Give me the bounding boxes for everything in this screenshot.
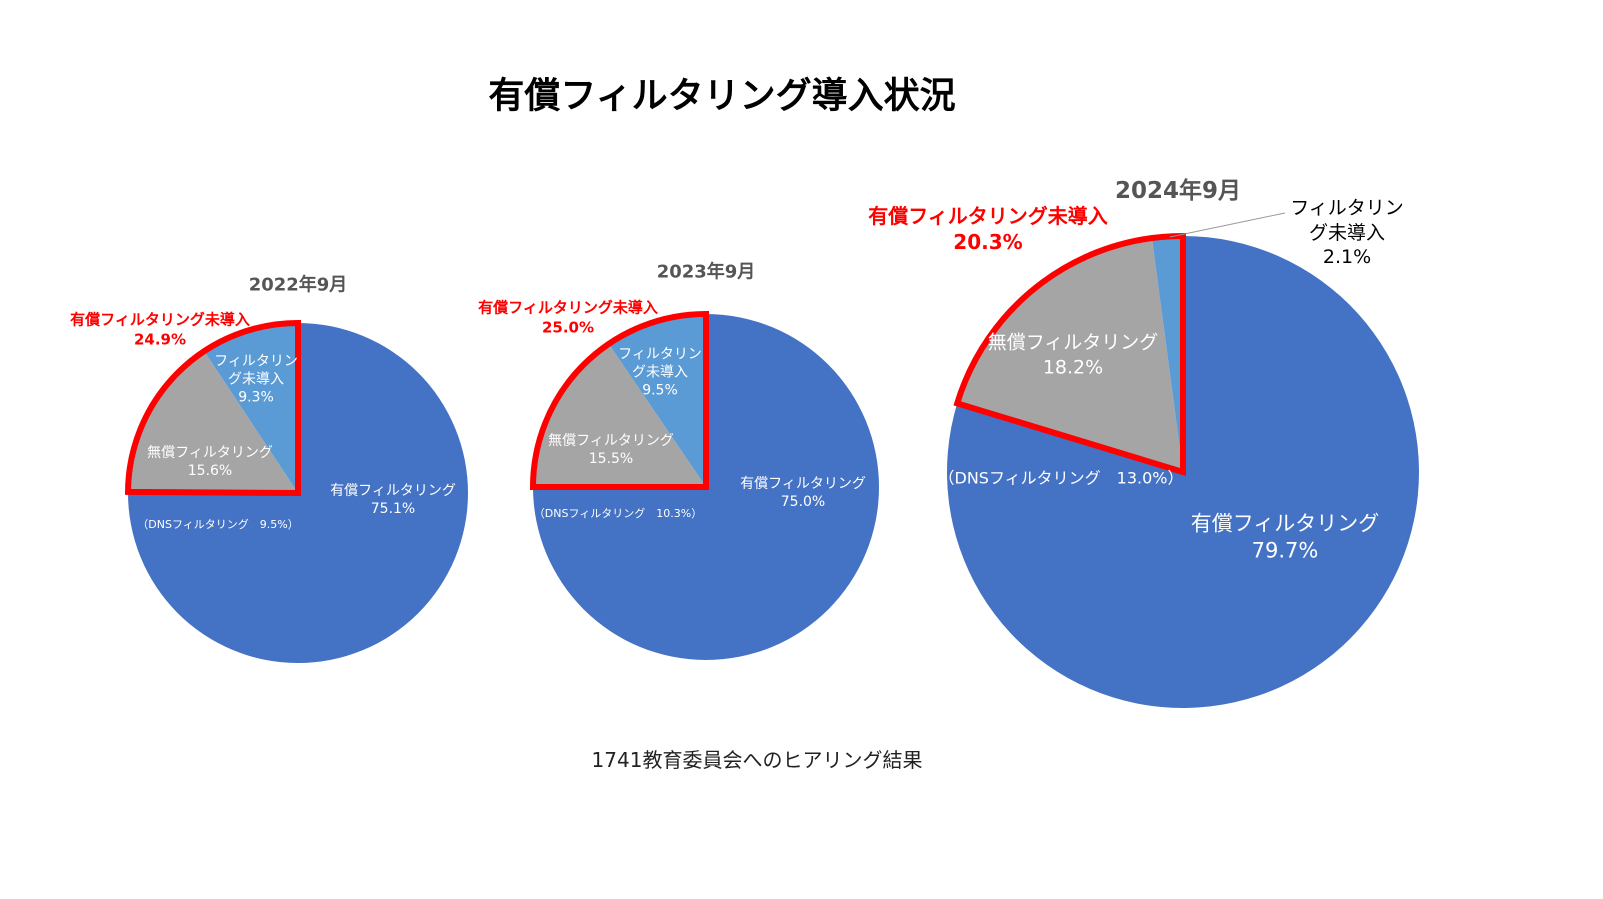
highlight-outline: [124, 319, 301, 497]
highlight-label: 有償フィルタリング未導入 25.0%: [478, 299, 658, 338]
data-label: フィルタリング未導入 9.5%: [615, 346, 705, 401]
highlight-name: 有償フィルタリング未導入: [70, 310, 250, 329]
pie-title: 2022年9月: [248, 274, 348, 296]
category-label: 無償フィルタリング: [987, 331, 1159, 354]
pie-slice: [1151, 236, 1183, 472]
highlight-name: 有償フィルタリング未導入: [478, 298, 658, 317]
annotation: （DNSフィルタリング 13.0%）: [938, 468, 1184, 488]
data-label: 無償フィルタリング 18.2%: [988, 330, 1159, 379]
highlight-value: 20.3%: [953, 230, 1023, 254]
slide-title: 有償フィルタリング導入状況: [488, 75, 956, 117]
category-label: 有償フィルタリング: [740, 475, 866, 492]
value-label: 75.1%: [370, 501, 416, 517]
pie-slice: [608, 314, 706, 487]
data-label: 無償フィルタリング 15.6%: [147, 444, 273, 480]
category-label: 無償フィルタリング: [548, 432, 674, 449]
data-label: 有償フィルタリング 75.0%: [740, 475, 866, 511]
pie-slice: [204, 323, 298, 493]
category-label: 無償フィルタリング: [147, 444, 273, 461]
data-label: フィルタリング未導入 9.3%: [211, 353, 301, 408]
value-label: 75.0%: [780, 494, 826, 510]
value-label: 15.6%: [187, 463, 233, 479]
value-label: 2.1%: [1322, 246, 1372, 269]
category-label: フィルタリング未導入: [1290, 196, 1404, 244]
highlight-label: 有償フィルタリング未導入 20.3%: [868, 203, 1108, 255]
footnote: 1741教育委員会へのヒアリング結果: [591, 748, 923, 772]
highlight-name: 有償フィルタリング未導入: [868, 204, 1108, 228]
pie-slice: [957, 238, 1183, 472]
pie-title: 2023年9月: [656, 261, 756, 283]
highlight-value: 25.0%: [541, 318, 595, 336]
value-label: 18.2%: [1042, 356, 1104, 378]
category-label: 有償フィルタリング: [1190, 511, 1380, 536]
highlight-outline: [529, 310, 709, 490]
category-label: フィルタリング未導入: [618, 346, 702, 381]
data-label: 無償フィルタリング 15.5%: [548, 432, 674, 468]
value-label: 15.5%: [588, 451, 634, 467]
value-label: 9.5%: [642, 383, 678, 400]
annotation: （DNSフィルタリング 9.5%）: [137, 517, 299, 531]
highlight-outline: [953, 232, 1186, 477]
data-label: フィルタリング未導入 2.1%: [1282, 196, 1412, 270]
data-label: 有償フィルタリング 79.7%: [1191, 511, 1380, 566]
annotation: （DNSフィルタリング 10.3%）: [533, 506, 703, 520]
pie-title: 2024年9月: [1114, 178, 1242, 205]
category-label: フィルタリング未導入: [214, 353, 298, 388]
leader-line: [1169, 212, 1286, 238]
data-label: 有償フィルタリング 75.1%: [330, 482, 456, 518]
highlight-value: 24.9%: [133, 330, 187, 348]
pie-slice: [128, 351, 298, 493]
value-label: 79.7%: [1251, 539, 1319, 563]
pie-slice: [533, 343, 706, 487]
highlight-label: 有償フィルタリング未導入 24.9%: [70, 311, 250, 350]
category-label: 有償フィルタリング: [330, 482, 456, 499]
value-label: 9.3%: [238, 390, 274, 407]
